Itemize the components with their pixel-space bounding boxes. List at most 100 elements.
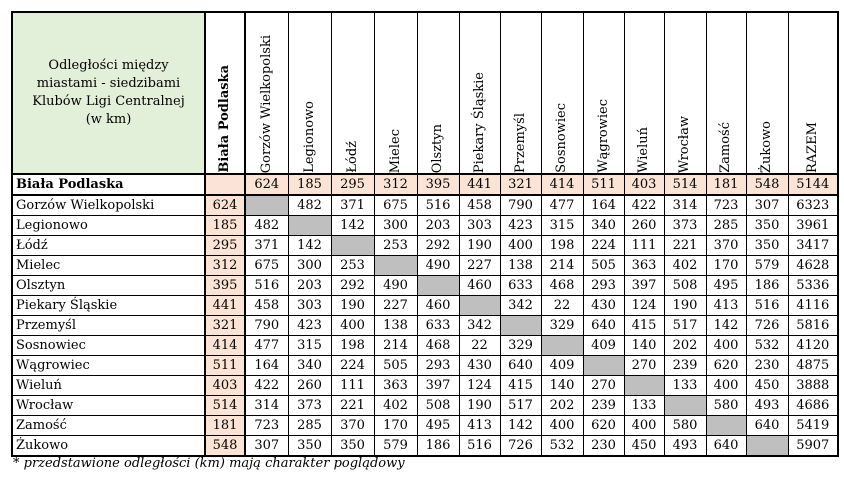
distance-cell: 516 xyxy=(244,275,289,296)
distance-cell: 516 xyxy=(416,194,460,216)
distance-cell: 516 xyxy=(458,435,501,457)
distance-cell: 303 xyxy=(458,215,501,236)
distance-cell: 790 xyxy=(499,194,542,216)
distance-cell: 450 xyxy=(745,375,789,396)
distance-cell: 350 xyxy=(745,235,789,256)
distance-cell: 253 xyxy=(330,255,375,276)
distance-cell: 400 xyxy=(499,235,542,256)
distance-cell: 202 xyxy=(663,335,707,356)
distance-cell: 415 xyxy=(623,315,665,336)
distance-cell: 239 xyxy=(663,355,707,376)
distance-cell: 505 xyxy=(373,355,418,376)
table-row: Łódź 295 371 142 253 292 190 400 198 224 111 221 370… xyxy=(11,235,839,256)
distance-cell: 495 xyxy=(705,275,747,296)
distance-cell: 300 xyxy=(373,215,418,236)
distance-cell: 315 xyxy=(540,215,584,236)
distance-cell: 413 xyxy=(705,295,747,316)
row-city-label: Wągrowiec xyxy=(11,355,206,376)
distance-cell: 190 xyxy=(663,295,707,316)
table-row: Żukowo 548 307 350 350 579 186 516 726 532 230 450 4… xyxy=(11,435,839,457)
distance-cell: 198 xyxy=(330,335,375,356)
diagonal-cell xyxy=(540,335,584,356)
distance-cell: 203 xyxy=(287,275,332,296)
row-total-cell: 6323 xyxy=(787,194,839,216)
footnote: * przedstawione odległości (km) mają cha… xyxy=(13,456,405,471)
distance-cell: 633 xyxy=(416,315,460,336)
distance-cell: 22 xyxy=(458,335,501,356)
distance-cell: 340 xyxy=(582,215,625,236)
distance-cell: 292 xyxy=(330,275,375,296)
distance-cell: 124 xyxy=(623,295,665,316)
diagonal-cell xyxy=(373,255,418,276)
distance-cell: 548 xyxy=(745,173,789,196)
distance-cell: 493 xyxy=(745,395,789,416)
distance-cell: 403 xyxy=(623,173,665,196)
diagonal-cell xyxy=(416,275,460,296)
distance-cell: 468 xyxy=(540,275,584,296)
distance-cell: 726 xyxy=(499,435,542,457)
table-body: Biała Podlaska 624 185 295 312 395 441 321 414 51… xyxy=(11,173,839,457)
distance-cell: 620 xyxy=(582,415,625,436)
diagonal-cell xyxy=(623,375,665,396)
column-header: Zamość xyxy=(705,11,747,175)
diagonal-cell xyxy=(745,435,789,457)
distance-cell: 230 xyxy=(582,435,625,457)
distance-cell: 224 xyxy=(582,235,625,256)
distance-cell: 224 xyxy=(330,355,375,376)
distance-cell: 260 xyxy=(287,375,332,396)
distance-cell: 142 xyxy=(705,315,747,336)
distance-cell: 350 xyxy=(330,435,375,457)
distance-cell: 430 xyxy=(582,295,625,316)
distance-cell: 580 xyxy=(663,415,707,436)
distance-cell: 580 xyxy=(705,395,747,416)
row-city-label: Olsztyn xyxy=(11,275,206,296)
distance-cell: 422 xyxy=(623,194,665,216)
distance-cell: 138 xyxy=(499,255,542,276)
distance-cell: 142 xyxy=(499,415,542,436)
distance-cell: 181 xyxy=(705,173,747,196)
distance-cell: 170 xyxy=(705,255,747,276)
total-column-header: RAZEM xyxy=(787,11,839,175)
row-city-label: Piekary Śląskie xyxy=(11,295,206,316)
distance-cell: 409 xyxy=(582,335,625,356)
distance-cell: 517 xyxy=(663,315,707,336)
distance-cell: 202 xyxy=(540,395,584,416)
distance-cell: 181 xyxy=(204,415,246,436)
caption-line: Klubów Ligi Centralnej xyxy=(32,94,185,109)
distance-cell: 458 xyxy=(458,194,501,216)
distance-cell: 307 xyxy=(745,194,789,216)
distance-cell: 370 xyxy=(330,415,375,436)
distance-cell: 340 xyxy=(287,355,332,376)
distance-cell: 214 xyxy=(540,255,584,276)
distance-cell: 395 xyxy=(416,173,460,196)
distance-cell: 190 xyxy=(458,395,501,416)
row-total-cell: 4120 xyxy=(787,335,839,356)
distance-cell: 170 xyxy=(373,415,418,436)
distance-cell: 138 xyxy=(373,315,418,336)
distance-cell: 468 xyxy=(416,335,460,356)
distance-cell: 415 xyxy=(499,375,542,396)
row-total-cell: 3888 xyxy=(787,375,839,396)
diagonal-cell xyxy=(287,215,332,236)
distance-cell: 111 xyxy=(330,375,375,396)
distance-cell: 493 xyxy=(663,435,707,457)
distance-cell: 270 xyxy=(582,375,625,396)
distance-cell: 198 xyxy=(540,235,584,256)
row-total-cell: 3417 xyxy=(787,235,839,256)
diagonal-cell xyxy=(458,295,501,316)
distance-cell: 495 xyxy=(416,415,460,436)
distance-cell: 422 xyxy=(244,375,289,396)
table-row: Wieluń 403 422 260 111 363 397 124 415 140 270 133 4… xyxy=(11,375,839,396)
distance-cell: 373 xyxy=(287,395,332,416)
distance-cell: 400 xyxy=(623,415,665,436)
header-row: Odległości między miastami - siedzibami … xyxy=(11,11,839,175)
distance-cell: 640 xyxy=(745,415,789,436)
distance-cell: 400 xyxy=(705,335,747,356)
distance-cell: 230 xyxy=(745,355,789,376)
distance-cell: 423 xyxy=(499,215,542,236)
caption-line: Odległości między xyxy=(48,58,169,73)
distance-cell: 350 xyxy=(745,215,789,236)
distance-cell: 640 xyxy=(499,355,542,376)
table-row: Przemyśl 321 790 423 400 138 633 342 329 640 415 51… xyxy=(11,315,839,336)
distance-cell: 371 xyxy=(244,235,289,256)
